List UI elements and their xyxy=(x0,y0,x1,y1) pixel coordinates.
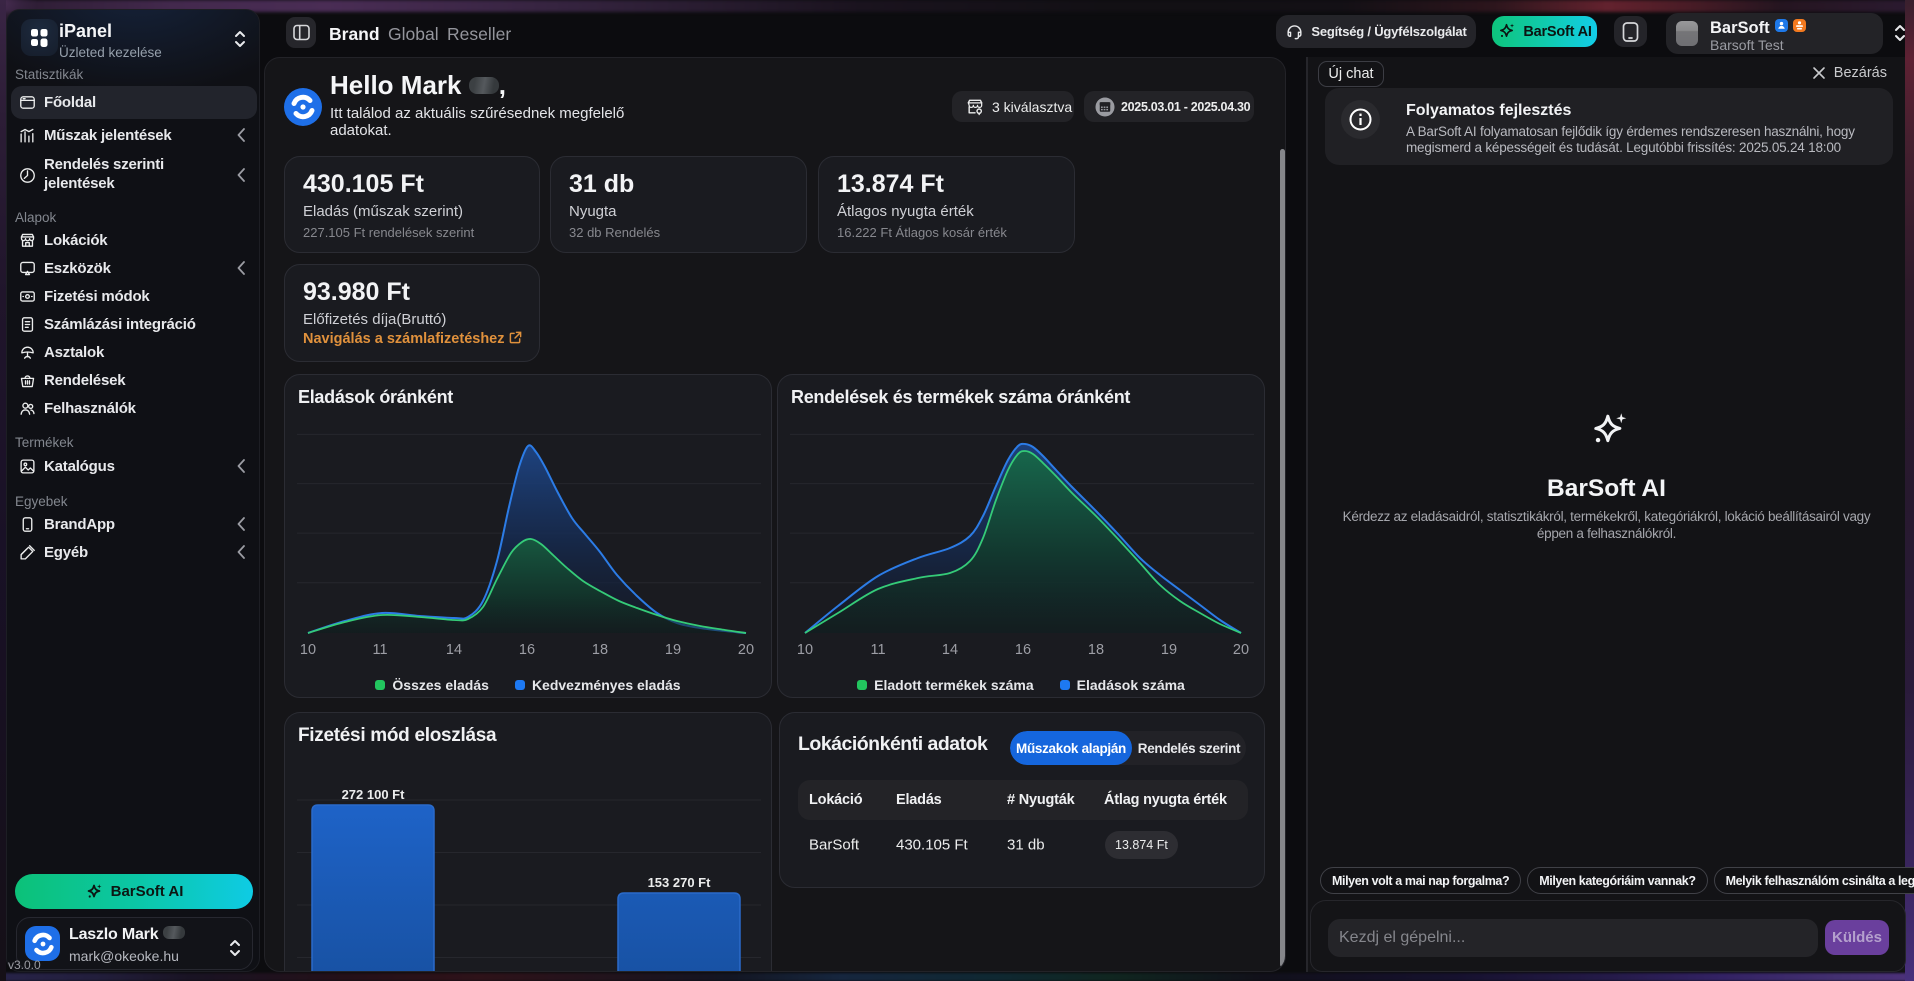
svg-text:272 100 Ft: 272 100 Ft xyxy=(342,787,406,802)
svg-text:18: 18 xyxy=(592,642,608,658)
svg-text:19: 19 xyxy=(665,642,681,658)
svg-text:20: 20 xyxy=(738,642,754,658)
svg-text:16: 16 xyxy=(519,642,535,658)
svg-text:16: 16 xyxy=(1015,642,1031,658)
svg-text:18: 18 xyxy=(1088,642,1104,658)
svg-text:20: 20 xyxy=(1233,642,1249,658)
svg-text:11: 11 xyxy=(372,642,387,658)
svg-text:10: 10 xyxy=(300,642,316,658)
svg-text:14: 14 xyxy=(942,642,958,658)
svg-text:10: 10 xyxy=(797,642,813,658)
svg-text:14: 14 xyxy=(446,642,462,658)
svg-text:11: 11 xyxy=(870,642,885,658)
svg-text:19: 19 xyxy=(1161,642,1177,658)
svg-text:153 270 Ft: 153 270 Ft xyxy=(648,875,712,890)
